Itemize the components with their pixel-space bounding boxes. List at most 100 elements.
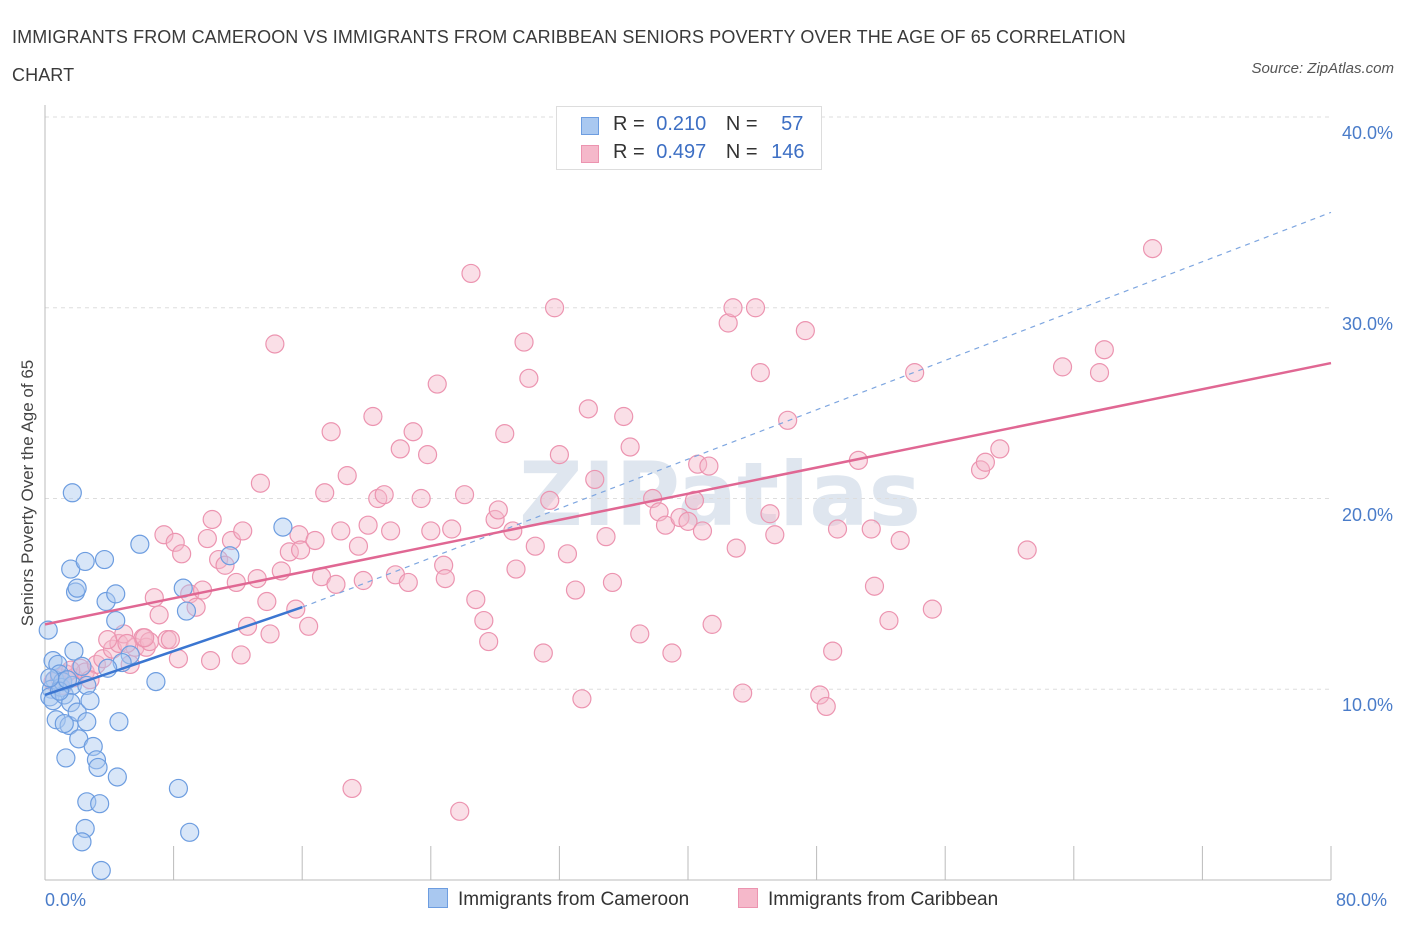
data-point-caribbean xyxy=(305,530,325,551)
data-point-caribbean xyxy=(257,591,277,612)
data-point-caribbean xyxy=(215,555,235,575)
data-point-caribbean xyxy=(525,536,545,556)
data-point-caribbean xyxy=(602,572,623,593)
data-point-cameroon xyxy=(180,822,200,842)
data-point-caribbean xyxy=(247,569,267,589)
data-point-caribbean xyxy=(692,521,713,541)
data-point-caribbean xyxy=(417,445,438,465)
y-tick-label: 30.0% xyxy=(1341,313,1393,334)
data-point-caribbean xyxy=(197,528,217,549)
data-point-caribbean xyxy=(135,628,155,648)
data-point-cameroon xyxy=(109,712,129,732)
data-point-caribbean xyxy=(226,572,246,593)
data-point-cameroon xyxy=(57,670,78,690)
data-point-cameroon xyxy=(130,534,150,554)
data-point-caribbean xyxy=(596,527,616,547)
data-point-caribbean xyxy=(864,576,885,596)
data-point-caribbean xyxy=(299,616,319,636)
bottom-legend-swatch-cameroon xyxy=(428,888,448,908)
data-point-caribbean xyxy=(745,298,766,318)
data-point-caribbean xyxy=(585,469,605,490)
trend-line-caribbean xyxy=(44,361,1332,626)
x-tick-label-max: 80.0% xyxy=(1336,890,1388,910)
data-point-caribbean xyxy=(630,624,650,644)
data-point-cameroon xyxy=(176,601,197,621)
data-point-cameroon xyxy=(75,551,95,572)
data-point-cameroon xyxy=(106,584,126,604)
data-point-cameroon xyxy=(273,517,293,537)
data-point-caribbean xyxy=(331,521,351,541)
data-point-caribbean xyxy=(421,521,441,541)
data-point-caribbean xyxy=(1052,357,1073,377)
data-point-caribbean xyxy=(726,538,746,558)
data-point-cameroon xyxy=(91,860,111,881)
data-point-caribbean xyxy=(381,521,401,541)
data-point-cameroon xyxy=(67,578,87,598)
legend-swatch-caribbean xyxy=(581,145,599,163)
correlation-legend: R = 0.210 N = 57 R = 0.497 N = 146 xyxy=(556,106,822,170)
chart-title: IMMIGRANTS FROM CAMEROON VS IMMIGRANTS F… xyxy=(12,27,1126,85)
data-point-cameroon xyxy=(120,645,140,665)
data-point-caribbean xyxy=(565,580,586,600)
data-point-caribbean xyxy=(922,599,942,619)
data-point-caribbean xyxy=(200,651,221,671)
data-point-caribbean xyxy=(718,313,738,333)
data-point-caribbean xyxy=(572,689,592,709)
data-point-caribbean xyxy=(374,485,394,505)
data-point-cameroon xyxy=(80,691,100,711)
data-point-caribbean xyxy=(186,597,206,617)
data-point-caribbean xyxy=(578,399,598,419)
legend-r-value: 0.210 xyxy=(656,113,707,135)
data-point-caribbean xyxy=(678,511,698,531)
bottom-legend-caribbean: Immigrants from Caribbean xyxy=(738,888,998,911)
data-point-caribbean xyxy=(733,683,753,703)
data-point-caribbean xyxy=(557,544,578,564)
data-point-caribbean xyxy=(342,778,362,799)
data-point-caribbean xyxy=(540,490,560,511)
data-point-caribbean xyxy=(250,473,271,493)
data-point-caribbean xyxy=(149,605,169,625)
bottom-legend-label-cameroon: Immigrants from Cameroon xyxy=(458,889,690,910)
trend-line-cameroon xyxy=(44,606,303,697)
data-point-cameroon xyxy=(107,767,127,787)
y-tick-label: 20.0% xyxy=(1341,504,1393,525)
data-point-caribbean xyxy=(975,452,995,472)
data-point-caribbean xyxy=(533,643,553,663)
data-point-caribbean xyxy=(403,422,423,442)
data-point-caribbean xyxy=(990,439,1010,459)
legend-r-label: R = xyxy=(613,141,645,163)
data-point-cameroon xyxy=(38,620,58,640)
data-point-caribbean xyxy=(358,515,378,535)
data-point-caribbean xyxy=(337,466,357,486)
data-point-cameroon xyxy=(86,750,107,770)
x-tick-label-min: 0.0% xyxy=(45,890,87,910)
data-point-caribbean xyxy=(549,445,570,465)
y-tick-label: 10.0% xyxy=(1341,695,1393,716)
bottom-legend-swatch-caribbean xyxy=(738,888,758,908)
data-point-cameroon xyxy=(40,668,60,688)
data-point-cameroon xyxy=(54,713,74,734)
legend-n-value: 57 xyxy=(781,113,804,135)
y-tick-label: 40.0% xyxy=(1341,123,1393,143)
data-point-caribbean xyxy=(427,374,447,394)
data-point-caribbean xyxy=(398,572,418,593)
data-point-caribbean xyxy=(699,456,719,476)
bottom-legend-label-caribbean: Immigrants from Caribbean xyxy=(768,889,999,910)
data-point-cameroon xyxy=(168,778,189,799)
data-point-cameroon xyxy=(56,748,76,768)
trend-extension-cameroon xyxy=(301,211,1332,608)
data-point-caribbean xyxy=(1142,239,1163,259)
data-point-caribbean xyxy=(620,437,640,457)
data-point-caribbean xyxy=(1089,363,1110,383)
data-point-caribbean xyxy=(816,696,836,717)
data-point-caribbean xyxy=(154,525,174,545)
legend-r-label: R = xyxy=(613,113,645,135)
data-point-caribbean xyxy=(435,569,455,589)
data-point-caribbean xyxy=(905,363,925,383)
data-point-caribbean xyxy=(827,519,848,539)
data-point-caribbean xyxy=(519,368,539,388)
data-point-cameroon xyxy=(88,757,108,778)
data-point-caribbean xyxy=(109,633,129,654)
data-point-caribbean xyxy=(326,574,346,594)
data-point-caribbean xyxy=(450,801,470,821)
